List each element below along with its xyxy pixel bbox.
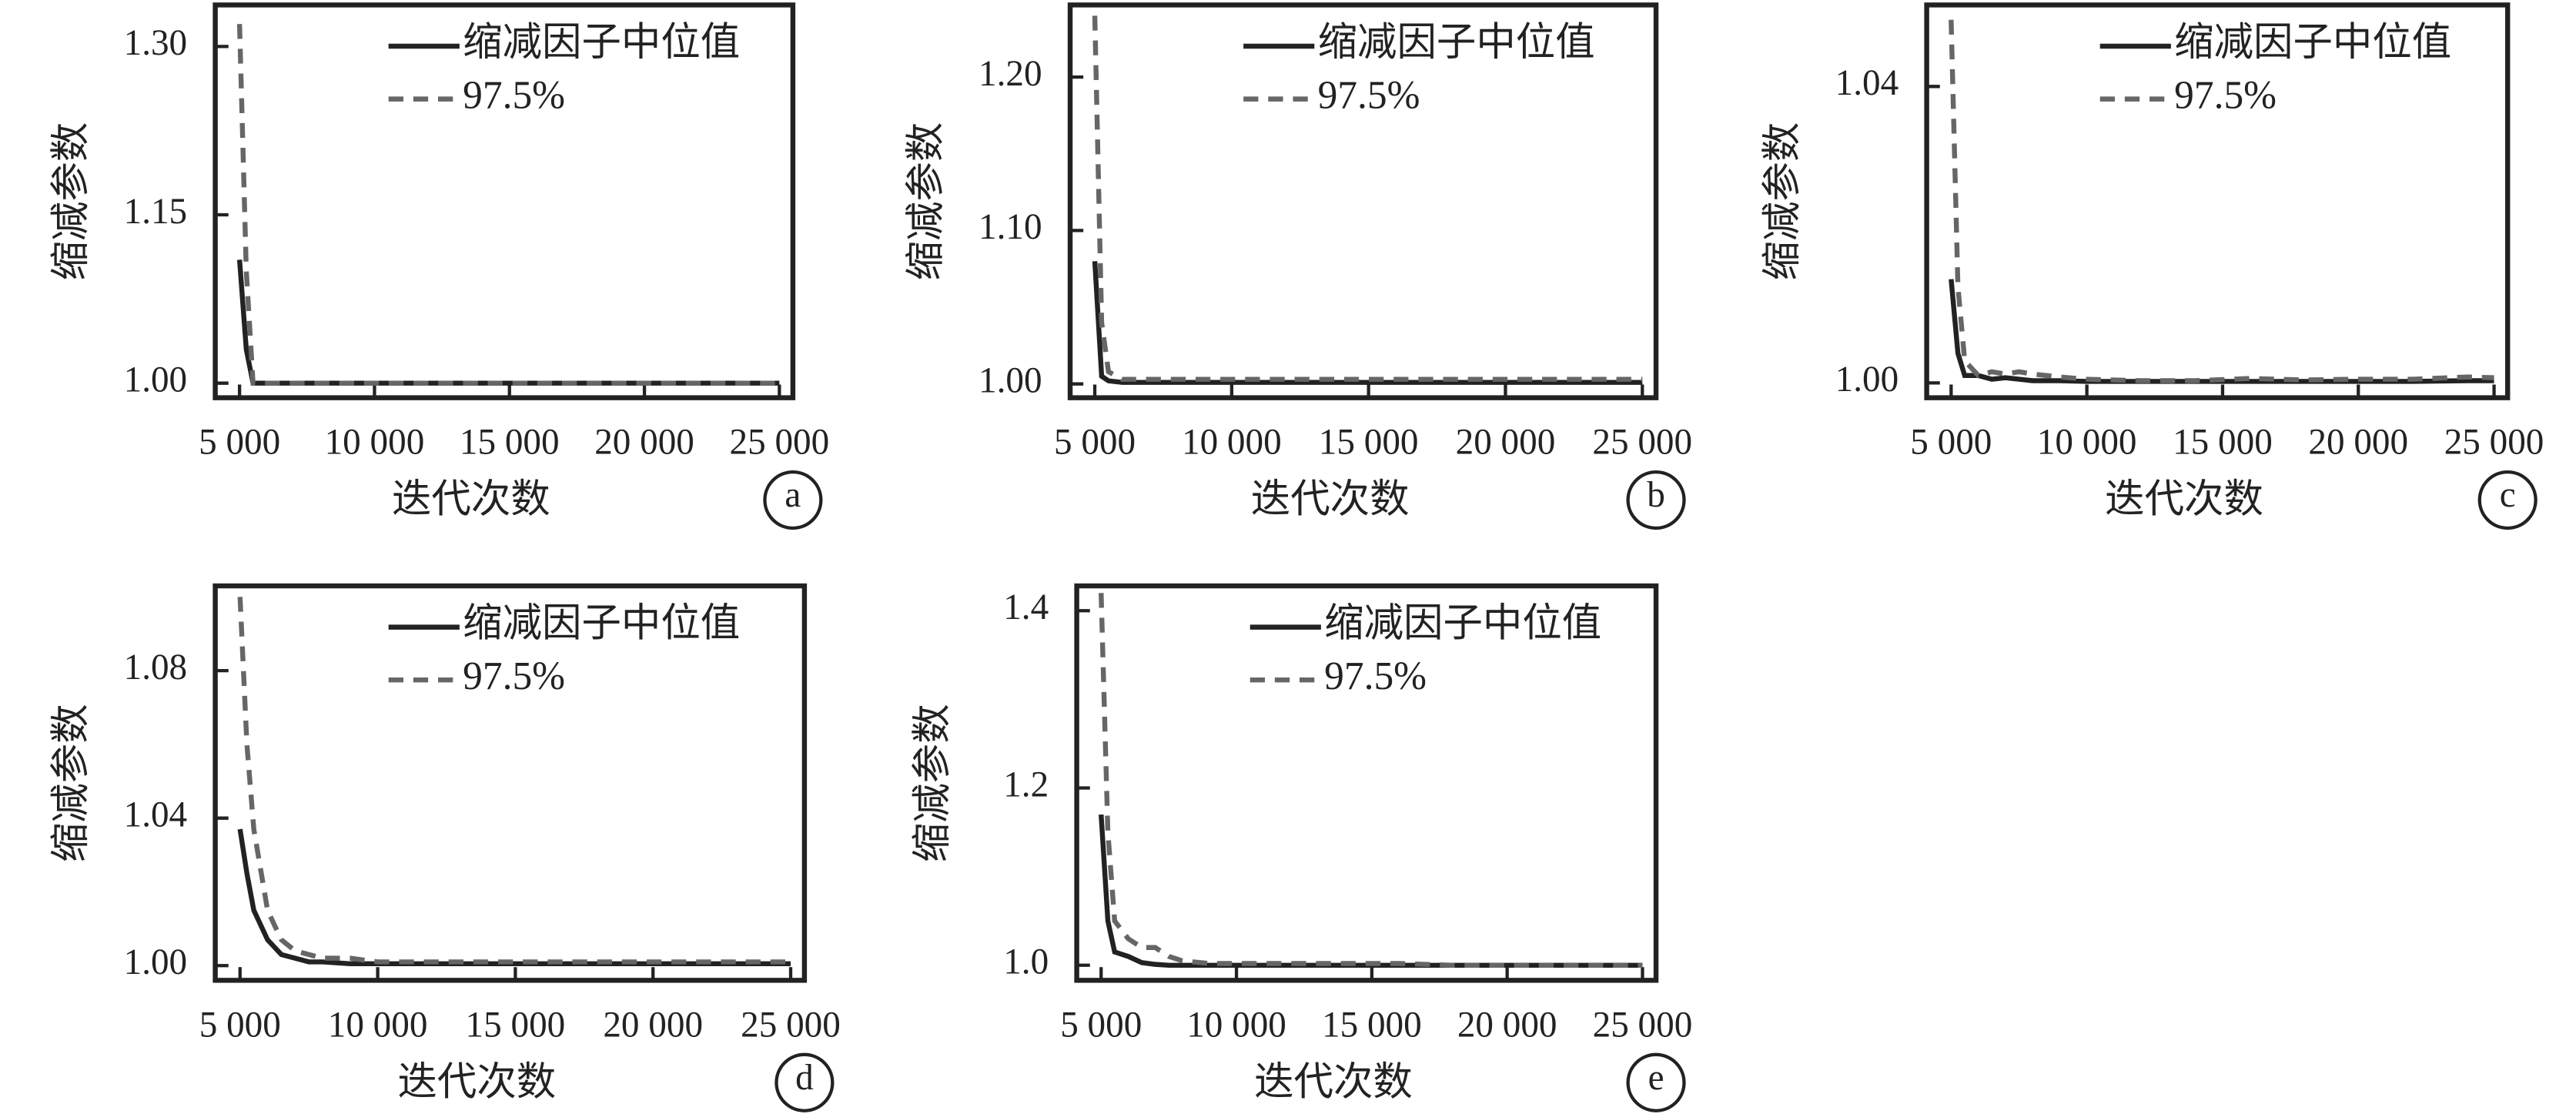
x-axis-label: 迭代次数 <box>397 1060 556 1104</box>
legend-label: 缩减因子中位值 <box>2174 21 2451 65</box>
frame <box>1074 583 1659 983</box>
chart-panel: 1.00 1.04 5 000 10 000 15 000 20 000 25 000 缩减因… <box>1761 2 2544 530</box>
chart-panel: 1.00 1.04 1.08 5 000 10 000 15 000 20 000 25 00… <box>49 583 841 1112</box>
plot-area: 缩减因子中位值 97.5% <box>1092 15 1643 385</box>
x-tick-label: 10 000 <box>328 1005 428 1045</box>
y-axis-label: 缩减参数 <box>49 122 93 281</box>
x-axis-label: 迭代次数 <box>1254 1060 1413 1104</box>
panel-label: b <box>1647 475 1665 515</box>
x-tick-label: 20 000 <box>603 1005 703 1045</box>
y-tick-label: 1.2 <box>1003 764 1049 805</box>
x-tick-label: 20 000 <box>594 423 694 463</box>
series-line <box>236 259 780 386</box>
series-line <box>237 597 791 965</box>
legend-label: 缩减因子中位值 <box>1318 21 1595 65</box>
x-tick-label: 15 000 <box>466 1005 566 1045</box>
x-axis-label: 迭代次数 <box>1251 478 1410 522</box>
panel-label: c <box>2500 475 2516 515</box>
y-tick-label: 1.10 <box>979 207 1042 247</box>
y-tick-label: 1.4 <box>1003 587 1049 627</box>
x-tick-label: 5 000 <box>199 1005 281 1045</box>
series-line <box>1092 261 1643 385</box>
y-tick-label: 1.00 <box>979 361 1042 401</box>
y-axis-label: 缩减参数 <box>49 704 93 862</box>
series-line <box>237 828 791 967</box>
frame <box>212 2 796 400</box>
x-tick-label: 15 000 <box>460 423 560 463</box>
y-tick-label: 1.00 <box>124 360 188 400</box>
panel-badge <box>774 1052 835 1112</box>
x-tick-label: 25 000 <box>1592 423 1692 463</box>
y-tick-label: 1.00 <box>124 942 188 982</box>
plot-area: 缩减因子中位值 97.5% <box>1099 593 1643 968</box>
legend-label: 缩减因子中位值 <box>463 21 740 65</box>
legend-label: 97.5% <box>1324 654 1427 698</box>
x-tick-label: 5 000 <box>1060 1005 1142 1045</box>
panel-badge <box>1626 470 1686 530</box>
x-axis-label: 迭代次数 <box>392 478 550 522</box>
chart-panel: 1.0 1.2 1.4 5 000 10 000 15 000 20 000 25 000 缩减… <box>911 583 1693 1112</box>
x-tick-label: 20 000 <box>2308 423 2408 463</box>
panel-badge <box>1626 1052 1686 1112</box>
series-line <box>1949 279 2494 384</box>
x-tick-label: 10 000 <box>1186 1005 1286 1045</box>
x-tick-label: 20 000 <box>1456 423 1556 463</box>
x-tick-label: 25 000 <box>741 1005 841 1045</box>
y-tick-label: 1.08 <box>124 647 188 687</box>
x-tick-label: 25 000 <box>730 423 830 463</box>
y-tick-label: 1.30 <box>124 23 188 63</box>
frame <box>1924 2 2511 400</box>
legend-label: 97.5% <box>1318 73 1420 117</box>
y-axis-label: 缩减参数 <box>911 704 955 862</box>
y-tick-label: 1.15 <box>124 192 188 232</box>
series-line <box>1092 15 1643 382</box>
plot-area: 缩减因子中位值 97.5% <box>236 21 780 386</box>
x-tick-label: 10 000 <box>325 423 425 463</box>
x-tick-label: 15 000 <box>1319 423 1419 463</box>
y-axis-label: 缩减参数 <box>1761 122 1805 281</box>
legend-label: 97.5% <box>463 654 565 698</box>
x-axis-label: 迭代次数 <box>2105 478 2263 522</box>
series-line <box>1099 814 1643 968</box>
x-tick-label: 5 000 <box>199 423 280 463</box>
x-tick-label: 20 000 <box>1457 1005 1557 1045</box>
panel-label: e <box>1648 1058 1664 1098</box>
series-line <box>1099 593 1643 968</box>
frame <box>1067 2 1659 400</box>
x-tick-label: 5 000 <box>1910 423 1992 463</box>
series-line <box>1949 19 2494 383</box>
x-tick-label: 25 000 <box>1593 1005 1693 1045</box>
y-tick-label: 1.04 <box>1835 63 1899 103</box>
y-tick-label: 1.00 <box>1835 360 1899 400</box>
legend-label: 缩减因子中位值 <box>463 601 740 645</box>
panel-label: d <box>795 1058 814 1098</box>
panel-label: a <box>785 475 801 515</box>
plot-area: 缩减因子中位值 97.5% <box>1949 19 2494 384</box>
legend-label: 97.5% <box>2174 73 2277 117</box>
chart-panel: 1.00 1.15 1.30 5 000 10 000 15 000 20 000 25 00… <box>49 2 830 530</box>
legend-label: 97.5% <box>463 73 565 117</box>
x-tick-label: 25 000 <box>2444 423 2544 463</box>
y-axis-label: 缩减参数 <box>905 122 948 281</box>
x-tick-label: 15 000 <box>1322 1005 1422 1045</box>
plot-area: 缩减因子中位值 97.5% <box>237 597 791 967</box>
y-tick-label: 1.0 <box>1003 942 1049 982</box>
frame <box>212 583 808 983</box>
x-tick-label: 5 000 <box>1054 423 1136 463</box>
legend-label: 缩减因子中位值 <box>1324 601 1601 645</box>
y-tick-label: 1.20 <box>979 54 1042 94</box>
x-tick-label: 10 000 <box>1182 423 1282 463</box>
panel-badge <box>763 470 823 530</box>
x-tick-label: 10 000 <box>2037 423 2137 463</box>
panel-badge <box>2477 470 2538 530</box>
x-tick-label: 15 000 <box>2173 423 2273 463</box>
chart-panel: 1.00 1.10 1.20 5 000 10 000 15 000 20 000 25 00… <box>905 2 1692 530</box>
y-tick-label: 1.04 <box>124 795 188 835</box>
